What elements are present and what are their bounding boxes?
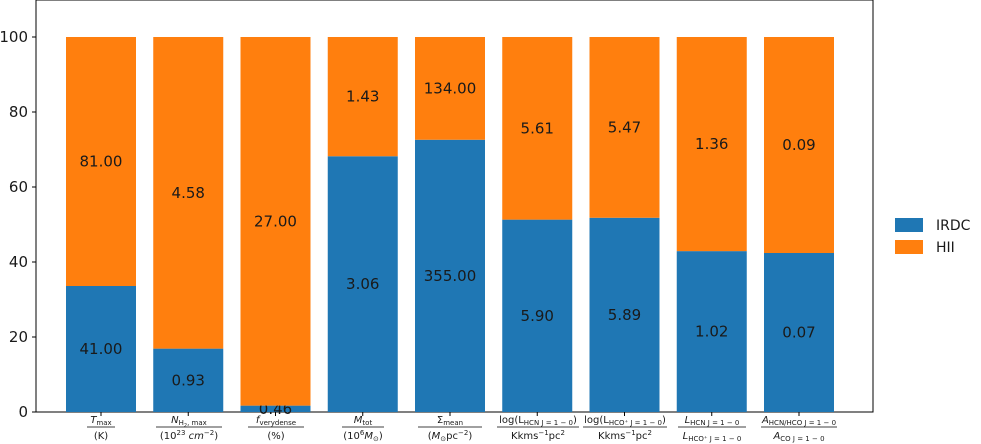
bar-label-hii-2: 27.00 [254,212,297,230]
bar-label-hii-1: 4.58 [172,184,205,202]
bar-irdc-8 [764,253,834,412]
bar-hii-1 [153,37,224,349]
legend: IRDC HII [895,218,971,256]
y-tick-label-40: 40 [9,253,28,271]
bar-irdc-7 [676,251,747,412]
legend-swatch-hii [895,240,923,254]
bar-label-hii-6: 5.47 [608,118,641,136]
x-tick-label-tmax: Tmax (K) [87,415,115,442]
bar-hii-7 [676,37,747,252]
bar-label-hii-4: 134.00 [424,79,477,97]
svg-text:fverydense: fverydense [256,415,296,427]
bar-irdc-0 [66,286,136,412]
x-tick-label-log-lhco: log(LHCO⁺ J = 1 − 0) Kkms−1pc2 [583,415,667,442]
bar-label-hii-3: 1.43 [346,88,379,106]
svg-text:AHCN/HCO J = 1 − 0: AHCN/HCO J = 1 − 0 [761,415,836,427]
bars: 41.0081.000.934.580.4627.003.061.43355.0… [66,37,834,418]
bar-label-hii-5: 5.61 [521,119,554,137]
bar-irdc-6 [589,217,660,412]
bar-irdc-4 [415,139,485,412]
svg-text:(106M⊙): (106M⊙) [343,429,383,443]
x-tick-label-log-lhcn: log(LHCN J = 1 − 0) Kkms−1pc2 [497,415,579,442]
bar-label-irdc-6: 5.89 [608,306,641,324]
svg-text:log(LHCN J = 1 − 0): log(LHCN J = 1 − 0) [499,415,577,427]
bar-hii-3 [327,37,398,157]
bar-hii-8 [764,37,834,253]
x-tick-label-sigmamean: Σmean (M⊙pc−2) [418,415,482,443]
y-tick-label-100: 100 [0,28,28,46]
bar-label-irdc-8: 0.07 [782,324,815,342]
y-axis: 0 20 40 60 80 100 [0,28,36,421]
svg-text:(1023 cm−2): (1023 cm−2) [160,429,218,442]
bar-hii-4 [415,37,485,140]
x-tick-label-mtot: Mtot (106M⊙) [342,415,384,443]
y-tick-label-80: 80 [9,103,28,121]
svg-text:Mtot: Mtot [354,415,373,427]
bar-hii-2 [240,37,311,406]
legend-label-irdc: IRDC [936,218,971,234]
bar-hii-5 [502,37,573,220]
svg-text:(M⊙pc−2): (M⊙pc−2) [428,429,473,443]
bar-label-irdc-0: 41.00 [80,340,123,358]
x-tick-label-ahcn-over-aco: AHCN/HCO J = 1 − 0 ACO J = 1 − 0 [761,415,837,443]
x-tick-label-lhcn-over-lhco: LHCN J = 1 − 0 LHCO⁺ J = 1 − 0 [678,415,746,443]
x-tick-label-nh2max: NH2, max (1023 cm−2) [156,415,222,442]
bar-label-irdc-7: 1.02 [695,323,728,341]
bar-irdc-3 [327,156,398,412]
bar-label-hii-0: 81.00 [80,153,123,171]
bar-irdc-1 [153,348,224,412]
svg-text:Tmax: Tmax [90,415,111,427]
bar-label-hii-8: 0.09 [782,136,815,154]
x-tick-label-fverydense: fverydense (%) [248,415,304,442]
svg-text:Σmean: Σmean [437,415,463,427]
svg-text:ACO J = 1 − 0: ACO J = 1 − 0 [772,431,824,443]
legend-label-hii: HII [936,240,955,256]
svg-text:LHCO⁺ J = 1 − 0: LHCO⁺ J = 1 − 0 [683,431,742,443]
x-axis: Tmax (K) NH2, max (1023 cm−2) fverydense… [87,415,837,443]
bar-irdc-5 [502,219,573,412]
svg-text:Kkms−1pc2: Kkms−1pc2 [511,429,565,442]
svg-text:Kkms−1pc2: Kkms−1pc2 [598,429,652,442]
legend-swatch-irdc [895,218,923,232]
bar-label-hii-7: 1.36 [695,135,728,153]
svg-text:(%): (%) [267,431,284,442]
bar-label-irdc-5: 5.90 [521,307,554,325]
svg-text:(K): (K) [94,431,108,442]
bar-label-irdc-1: 0.93 [172,371,205,389]
bar-label-irdc-3: 3.06 [346,275,379,293]
svg-text:LHCN J = 1 − 0: LHCN J = 1 − 0 [685,415,740,427]
y-tick-label-0: 0 [18,403,28,421]
bar-hii-0 [66,37,136,286]
bar-irdc-2 [240,405,311,412]
y-tick-label-60: 60 [9,178,28,196]
bar-hii-6 [589,37,660,218]
svg-text:NH2, max: NH2, max [171,415,207,429]
bar-label-irdc-4: 355.00 [424,267,477,285]
y-tick-label-20: 20 [9,328,28,346]
svg-text:log(LHCO⁺ J = 1 − 0): log(LHCO⁺ J = 1 − 0) [584,415,666,427]
